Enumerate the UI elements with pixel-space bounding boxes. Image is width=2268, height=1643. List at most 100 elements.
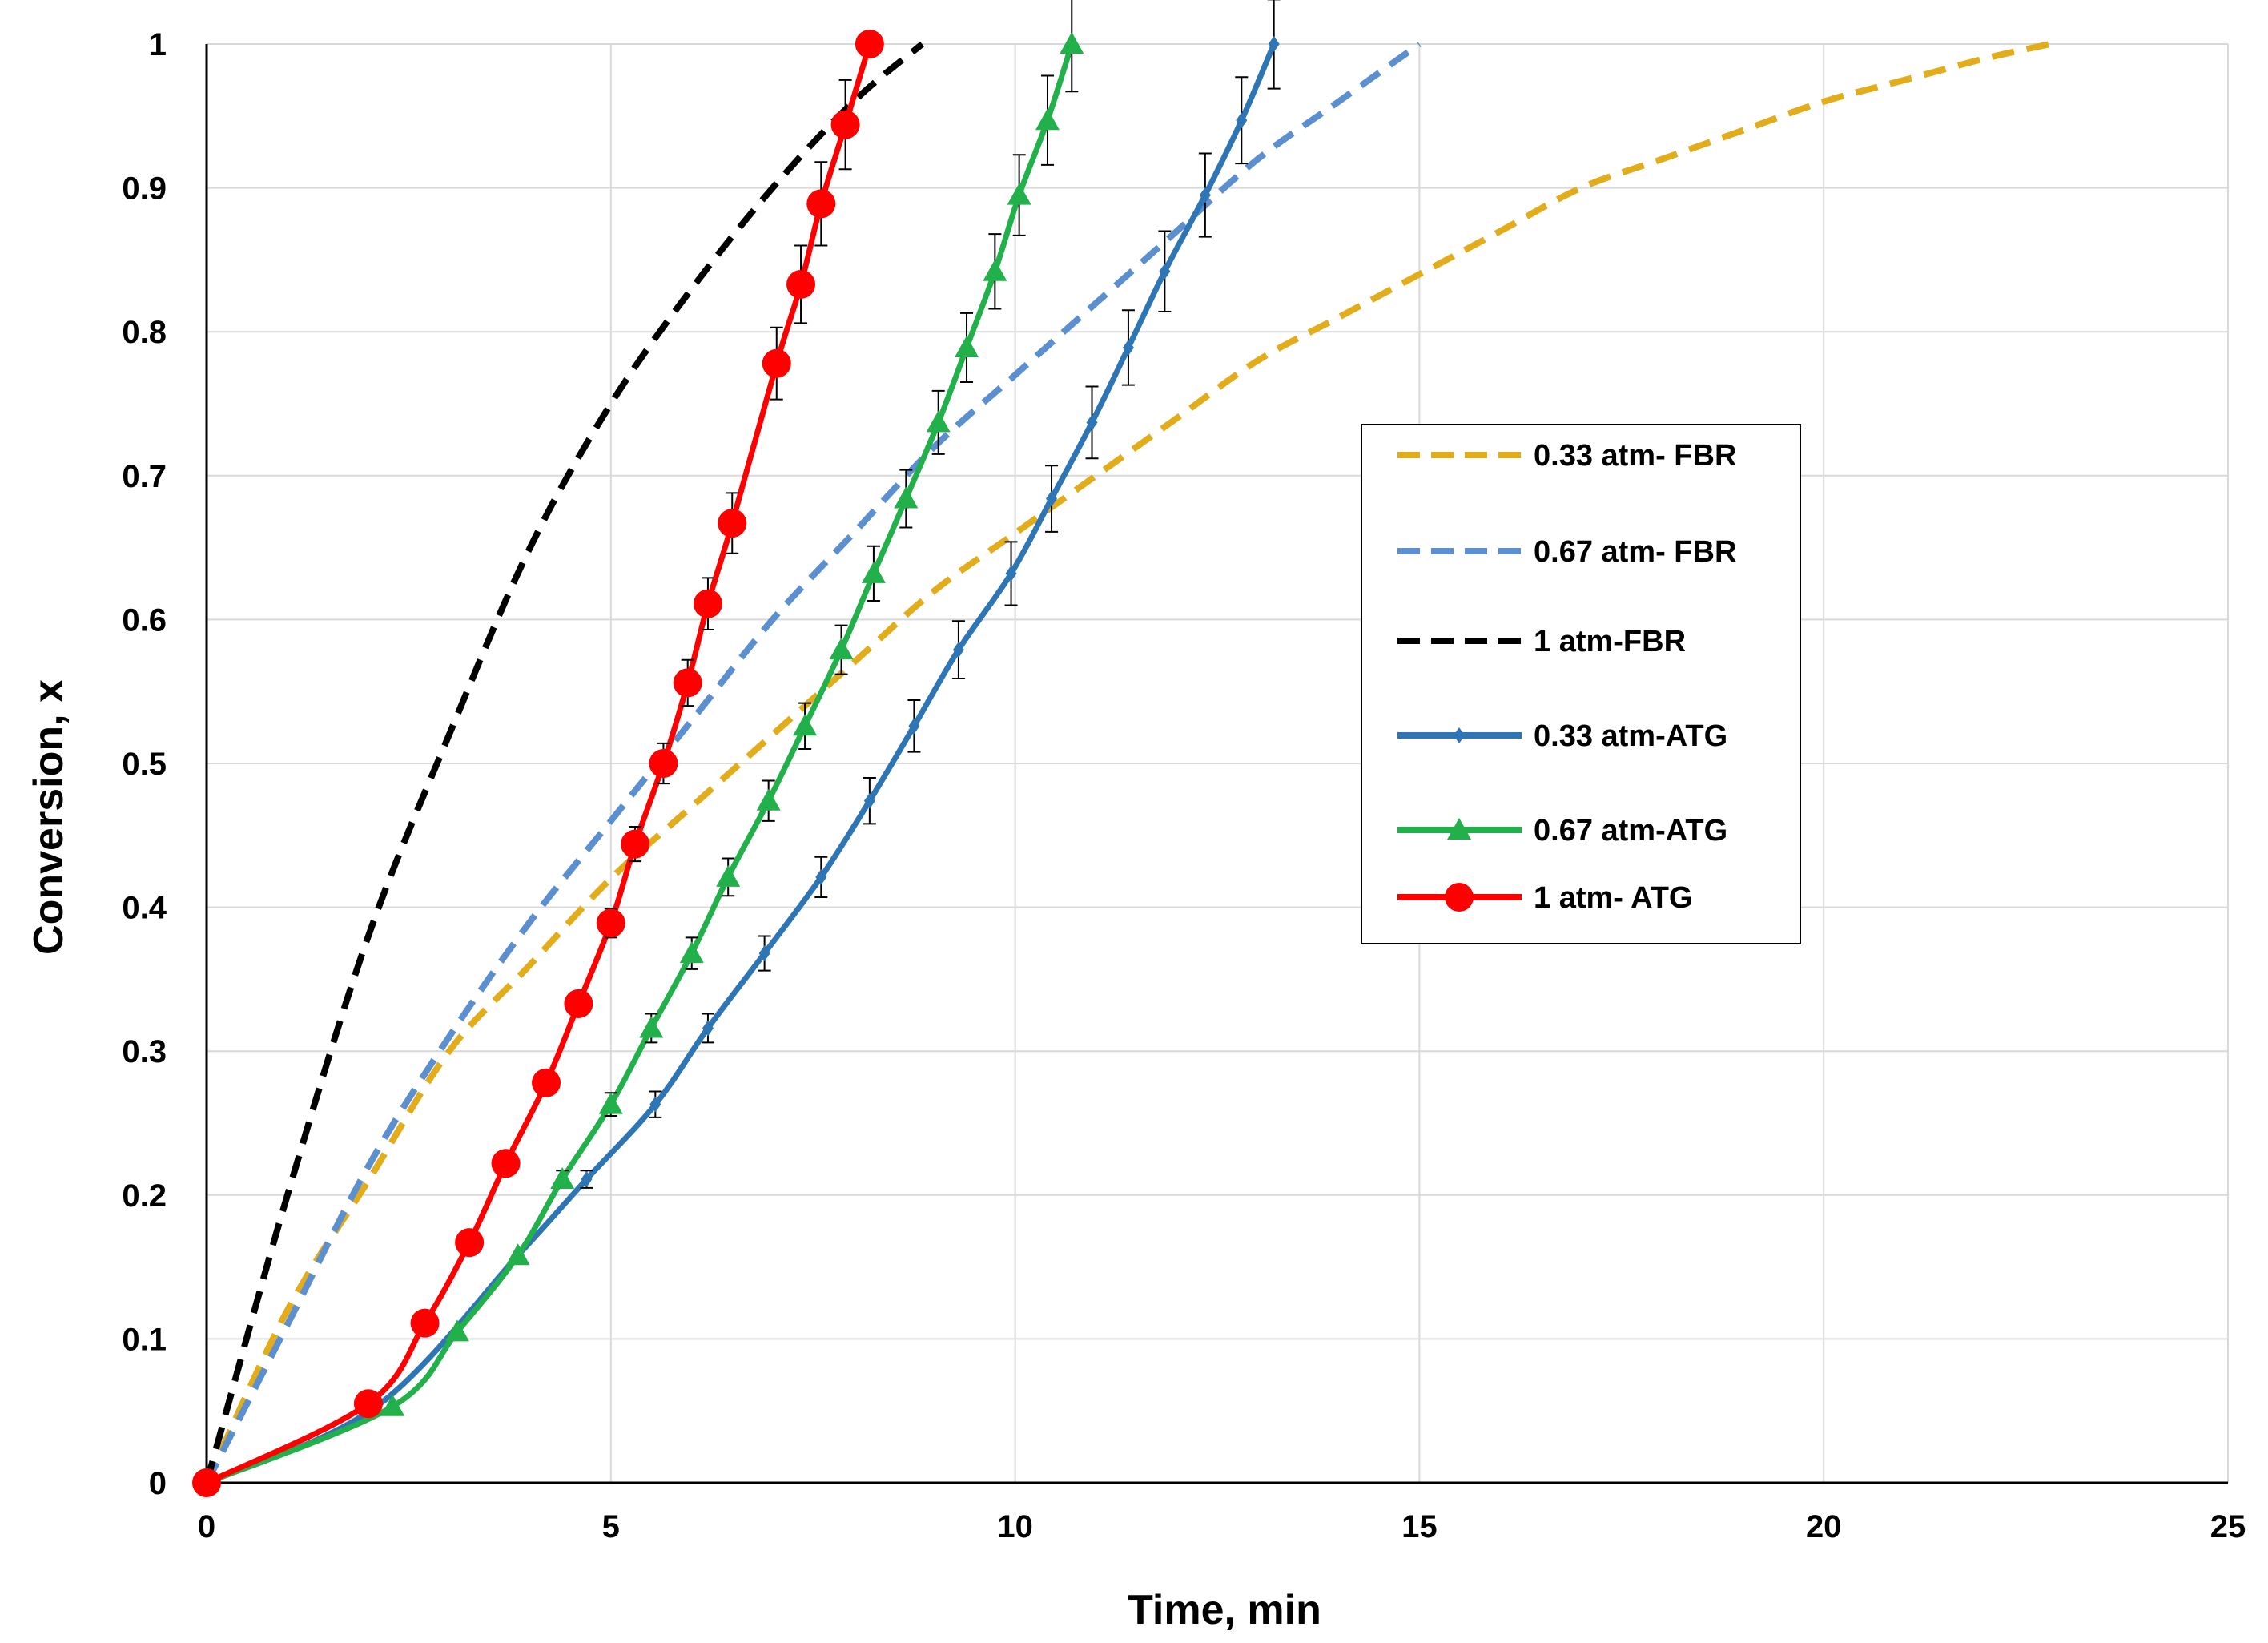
legend-item: 0.67 atm- FBR [1397, 535, 1736, 569]
data-point [786, 269, 816, 299]
legend-item: 1 atm-FBR [1397, 625, 1686, 658]
data-point [1060, 32, 1084, 54]
data-point [830, 110, 860, 139]
y-tick-label: 0.6 [122, 602, 167, 638]
data-point [793, 714, 818, 736]
data-point [192, 1468, 221, 1497]
series-line [205, 42, 1277, 1486]
data-point [380, 1394, 405, 1416]
data-point [649, 1096, 662, 1113]
data-point [815, 868, 827, 885]
series-line [203, 41, 2051, 1484]
data-point [718, 509, 747, 538]
data-point [908, 718, 920, 735]
data-point [1199, 187, 1211, 203]
data-point [926, 410, 951, 433]
x-tick-label: 20 [1806, 1509, 1842, 1544]
data-point [955, 335, 979, 357]
legend-label: 0.33 atm-ATG [1534, 719, 1727, 753]
y-tick-label: 0.8 [122, 315, 167, 350]
data-point [532, 1068, 561, 1097]
data-point [444, 1319, 469, 1342]
legend: 0.33 atm- FBR 0.67 atm- FBR 1 atm-FBR 0.33 … [1361, 424, 1801, 944]
data-point [550, 1167, 575, 1190]
series-0 [203, 41, 2051, 1484]
legend-label: 0.67 atm- FBR [1534, 535, 1736, 569]
data-point [863, 792, 875, 809]
series [192, 0, 2051, 1497]
legend-item: 1 atm- ATG [1397, 881, 1692, 915]
data-point [806, 189, 836, 219]
legend-label: 1 atm- ATG [1534, 881, 1692, 915]
legend-box [1361, 424, 1801, 944]
data-point [716, 864, 741, 887]
series-3 [201, 0, 1281, 1491]
legend-label: 0.33 atm- FBR [1534, 439, 1736, 473]
data-point [1007, 183, 1031, 205]
data-point [639, 1016, 664, 1038]
y-tick-label: 0.5 [122, 747, 167, 782]
data-point [673, 668, 702, 698]
data-point [855, 30, 884, 58]
data-point [894, 486, 919, 509]
data-point [505, 1243, 530, 1266]
data-point [861, 561, 886, 583]
data-point [1159, 263, 1171, 280]
data-point [1046, 490, 1058, 507]
data-point [1086, 414, 1098, 431]
data-point [679, 941, 704, 964]
y-tick-label: 0.7 [122, 459, 167, 494]
data-point [564, 989, 593, 1018]
data-point [702, 1020, 714, 1037]
data-point [581, 1171, 593, 1188]
y-axis-title: Conversion, x [26, 679, 72, 955]
data-point [455, 1228, 485, 1258]
data-point [491, 1149, 521, 1178]
data-point [649, 749, 678, 778]
legend-item: 0.33 atm- FBR [1397, 439, 1736, 473]
legend-item: 0.33 atm-ATG [1397, 719, 1727, 753]
data-point [596, 908, 625, 938]
y-tick-label: 0.2 [122, 1178, 167, 1214]
data-point [983, 259, 1007, 281]
data-point [758, 945, 770, 962]
x-axis-title: Time, min [1128, 1587, 1321, 1633]
data-point [1122, 339, 1134, 356]
legend-marker [1447, 818, 1471, 840]
data-point [693, 589, 722, 618]
data-point [621, 829, 650, 859]
legend-marker [1454, 727, 1465, 743]
data-point [756, 788, 781, 811]
y-tick-label: 0.9 [122, 171, 167, 207]
y-tick-label: 0.3 [122, 1034, 167, 1069]
y-tick-label: 0 [149, 1466, 167, 1501]
legend-marker [1445, 883, 1474, 912]
data-point [762, 348, 791, 378]
series-4 [195, 0, 1084, 1492]
data-point [1005, 565, 1017, 582]
data-point [829, 638, 854, 660]
legend-item: 0.67 atm-ATG [1397, 814, 1727, 848]
data-point [1236, 112, 1248, 129]
legend-label: 1 atm-FBR [1534, 625, 1686, 658]
data-point [598, 1092, 623, 1114]
data-point [353, 1389, 383, 1419]
x-tick-label: 0 [198, 1509, 215, 1544]
data-point [1035, 108, 1060, 131]
y-tick-label: 0.1 [122, 1322, 167, 1357]
y-tick-label: 1 [149, 27, 167, 62]
x-tick-label: 5 [602, 1509, 620, 1544]
data-point [952, 642, 964, 658]
x-tick-label: 25 [2210, 1509, 2246, 1544]
y-tick-label: 0.4 [122, 891, 167, 926]
data-point [410, 1308, 440, 1338]
data-point [1268, 36, 1280, 52]
x-tick-label: 15 [1401, 1509, 1438, 1544]
tick-labels: 0 5 10 15 20 25 0 0.1 0.2 0.3 0.4 0.5 0.6 0.7 0.8 0.9 1 [122, 27, 2246, 1544]
x-tick-label: 10 [997, 1509, 1033, 1544]
series-5 [192, 30, 884, 1497]
axes [205, 44, 2228, 1484]
legend-label: 0.67 atm-ATG [1534, 814, 1727, 848]
